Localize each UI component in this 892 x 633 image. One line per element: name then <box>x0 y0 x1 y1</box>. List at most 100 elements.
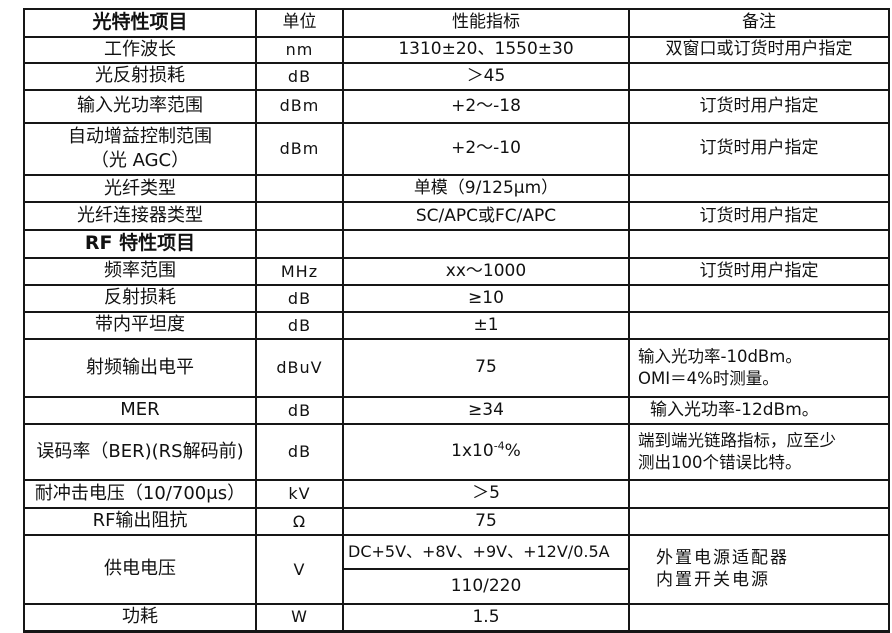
unit-cell <box>255 229 344 260</box>
table-row: 光反射损耗 dB ＞45 <box>23 62 890 91</box>
item-cell: 带内平坦度 <box>23 311 257 341</box>
remark-cell <box>628 284 890 314</box>
item-cell: 工作波长 <box>23 35 257 65</box>
header-unit: 单位 <box>255 8 344 38</box>
unit-cell: W <box>255 603 344 633</box>
remark-cell <box>628 603 890 633</box>
table-row: 带内平坦度 dB ±1 <box>23 311 890 341</box>
table-row: 工作波长 nm 1310±20、1550±30 双窗口或订货时用户指定 <box>23 35 890 65</box>
spec-cell: DC+5V、+8V、+9V、+12V/0.5A <box>342 534 630 571</box>
remark-cell: 外置电源适配器 内置开关电源 <box>628 534 890 606</box>
table-row: 光纤类型 单模（9/125μm） <box>23 174 890 204</box>
item-cell: 反射损耗 <box>23 284 257 314</box>
spec-cell: ≥10 <box>342 284 630 314</box>
unit-cell: dB <box>255 62 344 91</box>
header-remark: 备注 <box>628 8 890 38</box>
header-item: 光特性项目 <box>23 8 257 38</box>
unit-cell <box>255 201 344 232</box>
spec-cell: ＞5 <box>342 479 630 510</box>
spec-cell: 75 <box>342 507 630 537</box>
unit-cell: kV <box>255 479 344 510</box>
table-row: 误码率（BER)(RS解码前) dB 1x10-4% 端到端光链路指标，应至少 … <box>23 423 890 482</box>
spec-cell: xx～1000 <box>342 257 630 287</box>
table-row: MER dB ≥34 输入光功率-12dBm。 <box>23 396 890 426</box>
remark-cell: 订货时用户指定 <box>628 88 890 124</box>
item-cell: 功耗 <box>23 603 257 633</box>
remark-cell: 输入光功率-10dBm。 OMI＝4%时测量。 <box>628 338 890 399</box>
spec-cell: 单模（9/125μm） <box>342 174 630 204</box>
unit-cell: dB <box>255 311 344 341</box>
remark-cell: 订货时用户指定 <box>628 121 890 177</box>
item-cell: 误码率（BER)(RS解码前) <box>23 423 257 482</box>
remark-cell: 端到端光链路指标，应至少 测出100个错误比特。 <box>628 423 890 482</box>
section-row: RF 特性项目 <box>23 229 890 260</box>
table-row: 反射损耗 dB ≥10 <box>23 284 890 314</box>
remark-cell <box>628 479 890 510</box>
unit-cell: Ω <box>255 507 344 537</box>
remark-cell <box>628 311 890 341</box>
remark-line-1: 端到端光链路指标，应至少 <box>638 430 836 450</box>
spec-sheet: 光特性项目 单位 性能指标 备注 工作波长 nm 1310±20、1550±30… <box>23 8 890 633</box>
table-row: 功耗 W 1.5 <box>23 603 890 633</box>
table-row: RF输出阻抗 Ω 75 <box>23 507 890 537</box>
spec-cell: ＞45 <box>342 62 630 91</box>
item-cell: 光纤连接器类型 <box>23 201 257 232</box>
header-row: 光特性项目 单位 性能指标 备注 <box>23 8 890 38</box>
item-cell: 光纤类型 <box>23 174 257 204</box>
unit-cell: MHz <box>255 257 344 287</box>
section-title: RF 特性项目 <box>23 229 257 260</box>
spec-cell <box>342 229 630 260</box>
spec-cell: +2～-10 <box>342 121 630 177</box>
item-cell: 自动增益控制范围 （光 AGC） <box>23 121 257 177</box>
remark-cell <box>628 62 890 91</box>
item-cell: 输入光功率范围 <box>23 88 257 124</box>
remark-cell: 订货时用户指定 <box>628 257 890 287</box>
spec-table: 光特性项目 单位 性能指标 备注 工作波长 nm 1310±20、1550±30… <box>23 8 890 633</box>
table-row: 输入光功率范围 dBm +2～-18 订货时用户指定 <box>23 88 890 124</box>
spec-exponent: -4 <box>493 439 505 453</box>
unit-cell: V <box>255 534 344 606</box>
item-cell: MER <box>23 396 257 426</box>
item-cell: 光反射损耗 <box>23 62 257 91</box>
item-line-2: （光 AGC） <box>90 150 190 172</box>
table-row: 110/220 <box>24 568 889 606</box>
item-cell: 供电电压 <box>23 534 257 606</box>
item-cell: RF输出阻抗 <box>23 507 257 537</box>
item-cell: 耐冲击电压（10/700μs） <box>23 479 257 510</box>
remark-line-1: 外置电源适配器 <box>656 548 789 569</box>
unit-cell: dBm <box>255 88 344 124</box>
remark-line-2: 内置开关电源 <box>656 569 770 590</box>
unit-cell: dBm <box>255 121 344 177</box>
spec-base: 1x10 <box>451 441 494 462</box>
spec-cell: 1310±20、1550±30 <box>342 35 630 65</box>
spec-cell: 75 <box>342 338 630 399</box>
remark-cell <box>628 229 890 260</box>
spec-percent: % <box>504 441 521 462</box>
table-row: 耐冲击电压（10/700μs） kV ＞5 <box>23 479 890 510</box>
unit-cell: dB <box>255 284 344 314</box>
remark-cell: 订货时用户指定 <box>628 201 890 232</box>
spec-cell: ±1 <box>342 311 630 341</box>
table-row: 频率范围 MHz xx～1000 订货时用户指定 <box>23 257 890 287</box>
remark-line-2: OMI＝4%时测量。 <box>638 369 779 389</box>
table-row: 自动增益控制范围 （光 AGC） dBm +2～-10 订货时用户指定 <box>23 121 890 177</box>
table-row: 射频输出电平 dBuV 75 输入光功率-10dBm。 OMI＝4%时测量。 <box>23 338 890 399</box>
header-spec: 性能指标 <box>342 8 630 38</box>
remark-cell: 双窗口或订货时用户指定 <box>628 35 890 65</box>
remark-cell <box>628 174 890 204</box>
unit-cell: dB <box>255 423 344 482</box>
table-row: 供电电压 V DC+5V、+8V、+9V、+12V/0.5A 外置电源适配器 内… <box>23 534 890 606</box>
spec-cell: 1x10-4% <box>342 423 630 482</box>
item-cell: 频率范围 <box>23 257 257 287</box>
remark-line-2: 测出100个错误比特。 <box>638 453 802 473</box>
item-cell: 射频输出电平 <box>23 338 257 399</box>
unit-cell <box>255 174 344 204</box>
spec-cell: 1.5 <box>342 603 630 633</box>
spec-cell: 110/220 <box>342 568 630 606</box>
remark-cell: 输入光功率-12dBm。 <box>628 396 890 426</box>
unit-cell: dB <box>255 396 344 426</box>
spec-cell: +2～-18 <box>342 88 630 124</box>
spec-cell: ≥34 <box>342 396 630 426</box>
spec-cell: SC/APC或FC/APC <box>342 201 630 232</box>
remark-cell <box>628 507 890 537</box>
